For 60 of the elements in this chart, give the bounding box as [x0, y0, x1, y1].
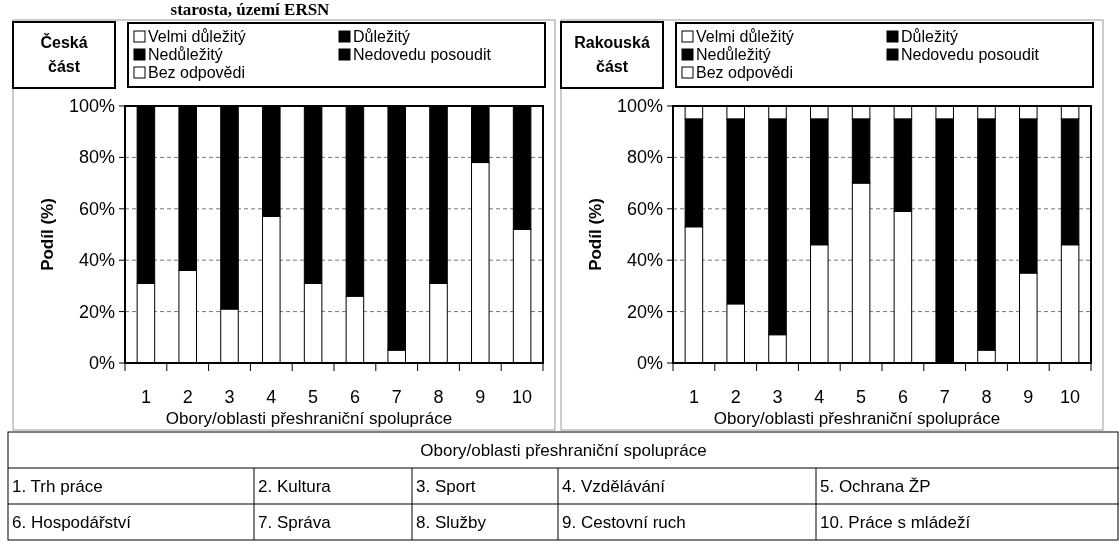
text: 10. Práce s mládeží: [820, 513, 971, 532]
text: starosta, území ERSN: [170, 0, 331, 19]
x-tick-label: 4: [814, 387, 825, 407]
x-tick-label: 1: [140, 387, 151, 407]
x-tick-label: 10: [512, 387, 533, 407]
x-tick-label: 6: [349, 387, 360, 407]
text: 4. Vzdělávání: [562, 477, 666, 496]
y-tick-label: 100%: [616, 96, 663, 116]
x-tick-label: 10: [1060, 387, 1081, 407]
legend-label: Nedovedu posoudit: [353, 46, 492, 63]
x-axis-title: Obory/oblasti přeshraniční spolupráce: [165, 409, 453, 428]
x-tick-label: 7: [939, 387, 950, 407]
x-tick-label: 5: [308, 387, 319, 407]
x-tick-label: 1: [688, 387, 699, 407]
text: 8. Služby: [416, 513, 487, 532]
y-tick-label: 0%: [636, 353, 663, 373]
text: Obory/oblasti přeshraniční spolupráce: [420, 441, 707, 460]
text: 1. Trh práce: [12, 477, 103, 496]
x-tick-label: 9: [1023, 387, 1034, 407]
chart-title: Rakouská část: [574, 34, 650, 75]
legend-label: Bez odpovědi: [148, 64, 245, 81]
text: 9. Cestovní ruch: [562, 513, 686, 532]
legend-label: Důležitý: [901, 28, 958, 45]
x-tick-label: 7: [391, 387, 402, 407]
legend-label: Důležitý: [353, 28, 410, 45]
y-tick-label: 20%: [78, 301, 115, 322]
text: 7. Správa: [258, 513, 332, 532]
legend-label: Nedovedu posoudit: [901, 46, 1040, 63]
y-tick-label: 80%: [78, 147, 115, 168]
text: 2. Kultura: [258, 477, 332, 496]
x-tick-label: 6: [897, 387, 908, 407]
x-tick-label: 9: [475, 387, 486, 407]
y-axis-title: Podíl (%): [586, 198, 605, 271]
legend-label: Velmi důležitý: [148, 28, 246, 45]
x-tick-label: 3: [224, 387, 235, 407]
y-tick-label: 40%: [626, 250, 663, 271]
x-tick-label: 3: [772, 387, 783, 407]
legend-label: Bez odpovědi: [696, 64, 793, 81]
x-tick-label: 4: [266, 387, 277, 407]
y-tick-label: 0%: [88, 353, 115, 373]
y-tick-label: 40%: [78, 250, 115, 271]
x-tick-label: 8: [981, 387, 992, 407]
text: 5. Ochrana ŽP: [820, 477, 931, 496]
chart-title: Česká část: [40, 33, 88, 75]
text: 3. Sport: [416, 477, 476, 496]
x-tick-label: 2: [730, 387, 741, 407]
y-tick-label: 60%: [78, 198, 115, 219]
text: 6. Hospodářství: [12, 513, 132, 532]
legend-label: Nedůležitý: [148, 46, 223, 63]
y-tick-label: 60%: [626, 198, 663, 219]
y-axis-title: Podíl (%): [38, 198, 57, 271]
x-tick-label: 2: [182, 387, 193, 407]
y-tick-label: 80%: [626, 147, 663, 168]
legend-label: Nedůležitý: [696, 46, 771, 63]
x-tick-label: 5: [856, 387, 867, 407]
y-tick-label: 100%: [68, 96, 115, 116]
x-tick-label: 8: [433, 387, 444, 407]
legend-label: Velmi důležitý: [696, 28, 794, 45]
y-tick-label: 20%: [626, 301, 663, 322]
x-axis-title: Obory/oblasti přeshraniční spolupráce: [713, 409, 1001, 428]
